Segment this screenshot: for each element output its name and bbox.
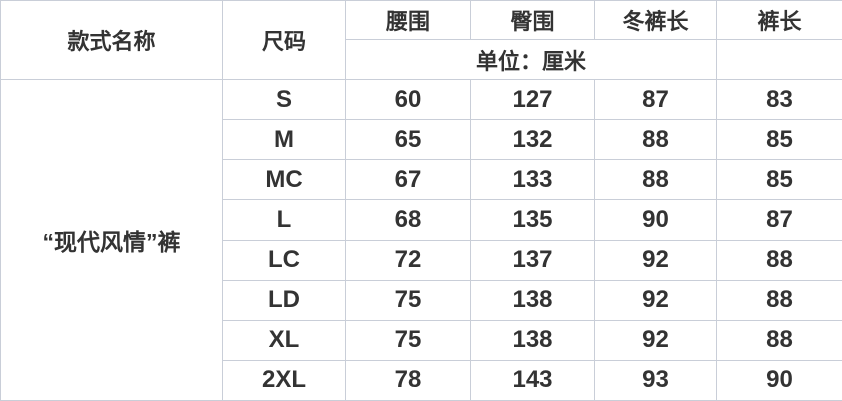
pants-length-cell: 83 xyxy=(716,78,842,121)
hip-cell: 127 xyxy=(470,78,595,121)
waist-cell: 75 xyxy=(345,319,471,361)
table-row: XL 75 138 92 88 xyxy=(1,319,842,361)
winter-length-cell: 90 xyxy=(594,199,717,241)
pants-length-cell: 87 xyxy=(716,199,842,241)
unit-row: 单位：厘米 xyxy=(1,39,842,80)
waist-cell: 78 xyxy=(345,359,471,401)
header-pants-length: 裤长 xyxy=(716,0,842,40)
hip-cell: 143 xyxy=(470,359,595,401)
winter-length-cell: 93 xyxy=(594,359,717,401)
pants-length-cell: 88 xyxy=(716,279,842,321)
header-winter-pants-length: 冬裤长 xyxy=(594,0,717,40)
pants-length-cell: 88 xyxy=(716,239,842,281)
size-cell: L xyxy=(222,199,346,241)
header-row: 款式名称 尺码 腰围 臀围 冬裤长 裤长 xyxy=(0,0,842,80)
waist-cell: 60 xyxy=(345,78,471,121)
winter-length-cell: 88 xyxy=(594,159,717,201)
size-cell: XL xyxy=(222,319,346,361)
pants-length-cell: 88 xyxy=(716,319,842,361)
unit-empty-cell xyxy=(716,39,842,80)
table-row: LC 72 137 92 88 xyxy=(1,239,842,281)
header-size: 尺码 xyxy=(222,0,346,80)
waist-cell: 67 xyxy=(345,159,471,201)
hip-cell: 135 xyxy=(470,199,595,241)
table-row: 2XL 78 143 93 90 xyxy=(1,359,842,401)
unit-note: 单位：厘米 xyxy=(345,39,717,80)
waist-cell: 65 xyxy=(345,119,471,161)
table-row: MC 67 133 88 85 xyxy=(1,159,842,201)
pants-length-cell: 90 xyxy=(716,359,842,401)
size-cell: MC xyxy=(222,159,346,201)
style-name-cell: “现代风情”裤 xyxy=(0,79,223,401)
hip-cell: 138 xyxy=(470,279,595,321)
size-cell: M xyxy=(222,119,346,161)
pants-length-cell: 85 xyxy=(716,119,842,161)
size-cell: LC xyxy=(222,239,346,281)
pants-length-cell: 85 xyxy=(716,159,842,201)
winter-length-cell: 92 xyxy=(594,319,717,361)
header-waist: 腰围 xyxy=(345,0,471,40)
hip-cell: 138 xyxy=(470,319,595,361)
waist-cell: 72 xyxy=(345,239,471,281)
hip-cell: 133 xyxy=(470,159,595,201)
winter-length-cell: 92 xyxy=(594,279,717,321)
header-style-name: 款式名称 xyxy=(0,0,223,80)
size-cell: LD xyxy=(222,279,346,321)
size-cell: 2XL xyxy=(222,359,346,401)
table-row: LD 75 138 92 88 xyxy=(1,279,842,321)
size-cell: S xyxy=(222,78,346,121)
winter-length-cell: 87 xyxy=(594,78,717,121)
header-hip: 臀围 xyxy=(470,0,595,40)
hip-cell: 132 xyxy=(470,119,595,161)
winter-length-cell: 92 xyxy=(594,239,717,281)
waist-cell: 75 xyxy=(345,279,471,321)
table-row: L 68 135 90 87 xyxy=(1,199,842,241)
table-row: “现代风情”裤 S 60 127 87 83 xyxy=(0,78,842,401)
waist-cell: 68 xyxy=(345,199,471,241)
hip-cell: 137 xyxy=(470,239,595,281)
winter-length-cell: 88 xyxy=(594,119,717,161)
